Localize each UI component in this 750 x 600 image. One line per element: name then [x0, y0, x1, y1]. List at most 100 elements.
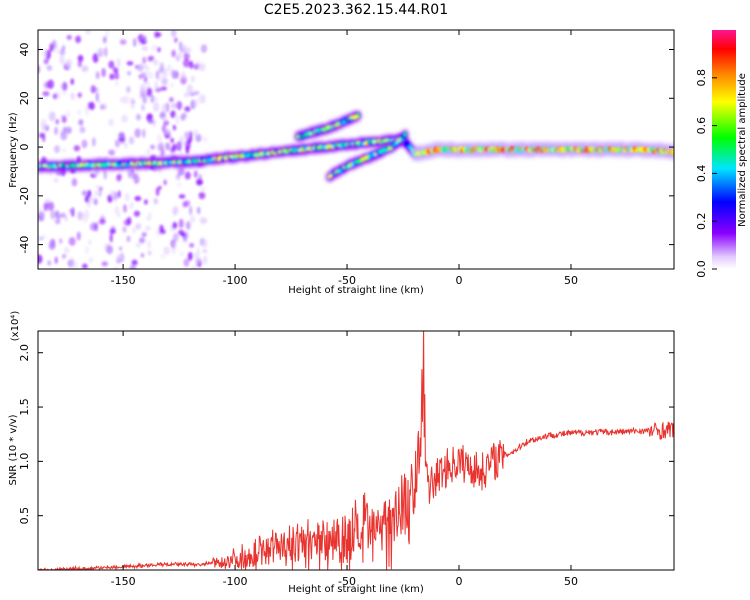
- heatmap-noise-mark: [127, 71, 131, 76]
- heatmap-noise-mark: [95, 71, 100, 80]
- heatmap-noise-mark: [47, 201, 55, 212]
- heatmap-noise-mark: [185, 221, 191, 230]
- heatmap-noise-mark: [153, 198, 158, 205]
- heatmap-noise-mark: [202, 136, 208, 144]
- heatmap-noise-mark: [177, 181, 182, 188]
- heatmap-noise-mark: [138, 94, 146, 99]
- heatmap-noise-mark: [161, 124, 167, 133]
- heatmap-noise-mark: [72, 261, 78, 269]
- heatmap-noise-mark: [126, 216, 132, 226]
- heatmap-noise-mark: [47, 79, 54, 90]
- heatmap-noise-mark: [55, 90, 61, 99]
- heatmap-y-tick-label-1: -20: [18, 187, 31, 205]
- heatmap-noise-mark: [66, 110, 71, 118]
- heatmap-noise-mark: [116, 57, 121, 68]
- heatmap-noise-mark: [171, 69, 176, 79]
- heatmap-y-ticks: -40 -20 0 20 40: [18, 43, 674, 254]
- heatmap-noise-mark: [179, 250, 184, 257]
- heatmap-noise-mark: [160, 253, 166, 259]
- heatmap-noise-mark: [75, 35, 82, 44]
- heatmap-noise-mark: [177, 51, 183, 60]
- heatmap-noise-mark: [52, 39, 57, 49]
- heatmap-noise-mark: [98, 190, 102, 197]
- heatmap-noise-mark: [183, 51, 190, 61]
- heatmap-noise-mark: [81, 139, 88, 149]
- heatmap-noise-mark: [145, 225, 151, 231]
- heatmap-noise-mark: [94, 222, 99, 232]
- heatmap-noise-mark: [189, 60, 194, 69]
- heatmap-noise-mark: [146, 215, 150, 222]
- colorbar-tick-label-3: 0.6: [695, 117, 708, 135]
- heatmap-noise-mark: [59, 238, 63, 244]
- heatmap-noise-mark: [116, 254, 122, 260]
- heatmap-noise-mark: [55, 210, 60, 218]
- snr-y-axis-label: SNR (10 * v/v): [8, 414, 19, 485]
- heatmap-noise-mark: [71, 178, 78, 187]
- snr-y-tick-label-2: 1.5: [18, 398, 31, 416]
- heatmap-noise-mark: [159, 62, 165, 69]
- heatmap-noise-mark: [146, 148, 151, 156]
- heatmap-panel: -150 -100 -50 0 50 -40 -20 0 20 40 Height of str…: [8, 29, 675, 296]
- heatmap-noise-mark: [108, 118, 114, 127]
- heatmap-noise-mark: [175, 174, 180, 179]
- heatmap-noise-mark: [146, 87, 153, 97]
- snr-y-tick-label-0: 0.5: [18, 507, 31, 525]
- heatmap-noise-mark: [140, 252, 145, 258]
- heatmap-noise-mark: [124, 192, 131, 202]
- heatmap-noise-mark: [85, 30, 91, 35]
- heatmap-noise-mark: [163, 246, 171, 255]
- heatmap-noise-mark: [172, 124, 177, 131]
- heatmap-noise-mark: [193, 170, 198, 178]
- heatmap-marks: [38, 30, 674, 269]
- heatmap-noise-mark: [133, 210, 141, 217]
- heatmap-x-axis-label: Height of straight line (km): [288, 285, 424, 296]
- heatmap-noise-mark: [180, 71, 186, 78]
- heatmap-noise-mark: [150, 144, 155, 150]
- heatmap-track-0: [38, 133, 418, 173]
- heatmap-noise-mark: [83, 209, 90, 219]
- heatmap-noise-mark: [158, 185, 162, 190]
- heatmap-noise-mark: [118, 131, 125, 139]
- heatmap-noise-mark: [138, 73, 144, 80]
- heatmap-noise-mark: [43, 58, 49, 65]
- heatmap-noise-mark: [114, 71, 120, 80]
- heatmap-noise-mark: [184, 131, 190, 140]
- heatmap-noise-mark: [129, 201, 134, 210]
- snr-x-tick-label-1: -100: [223, 575, 248, 588]
- heatmap-noise-mark: [55, 118, 59, 125]
- heatmap-noise-mark: [155, 32, 162, 38]
- heatmap-noise-mark: [135, 222, 142, 231]
- heatmap-noise-mark: [40, 118, 47, 128]
- heatmap-y-tick-label-0: -40: [18, 236, 31, 254]
- heatmap-y-tick-label-3: 20: [18, 91, 31, 105]
- heatmap-core-mark: [403, 132, 408, 137]
- heatmap-noise-mark: [175, 114, 180, 125]
- heatmap-noise-mark: [101, 261, 109, 267]
- heatmap-noise-mark: [200, 44, 208, 53]
- heatmap-y-tick-label-2: 0: [18, 144, 31, 151]
- heatmap-noise-mark: [132, 227, 136, 234]
- heatmap-noise-mark: [189, 130, 193, 141]
- heatmap-noise-mark: [108, 149, 116, 156]
- heatmap-noise-mark: [53, 177, 59, 183]
- heatmap-noise-mark: [139, 237, 146, 244]
- heatmap-noise-mark: [109, 73, 115, 80]
- heatmap-noise-mark: [93, 198, 98, 206]
- heatmap-noise-mark: [118, 246, 123, 251]
- heatmap-noise-mark: [43, 198, 51, 203]
- heatmap-noise-mark: [183, 258, 190, 267]
- heatmap-noise-mark: [151, 44, 158, 52]
- heatmap-noise-mark: [180, 75, 187, 85]
- heatmap-noise-mark: [164, 128, 172, 135]
- heatmap-noise-mark: [176, 142, 181, 150]
- heatmap-noise-mark: [94, 184, 101, 190]
- heatmap-noise-mark: [126, 235, 131, 243]
- heatmap-noise-mark: [65, 58, 73, 68]
- heatmap-noise-mark: [171, 49, 177, 58]
- heatmap-track-core-1: [295, 112, 361, 140]
- heatmap-frame: [37, 29, 675, 270]
- heatmap-noise-mark: [145, 81, 151, 88]
- heatmap-noise-mark: [61, 115, 67, 124]
- heatmap-noise-mark: [95, 91, 99, 102]
- heatmap-noise-mark: [190, 75, 196, 83]
